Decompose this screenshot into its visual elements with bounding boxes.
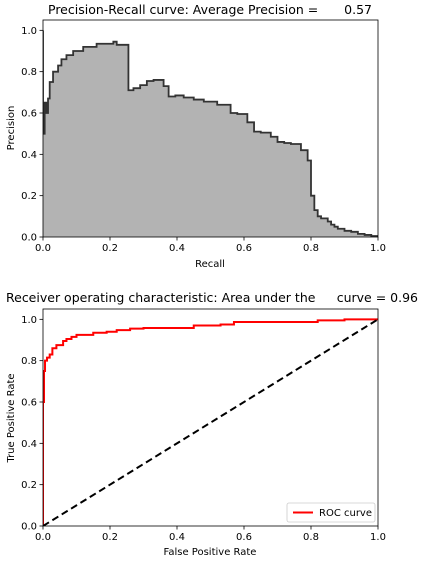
pr-xtick-label: 0.4 bbox=[169, 243, 185, 254]
pr-xtick-label: 1.0 bbox=[370, 243, 386, 254]
roc-ylabel: True Positive Rate bbox=[6, 373, 17, 463]
pr-xtick-label: 0.0 bbox=[35, 243, 51, 254]
pr-ytick-label: 0.0 bbox=[21, 233, 37, 244]
pr-ytick-label: 0.2 bbox=[21, 191, 37, 202]
roc-xtick-label: 0.6 bbox=[236, 532, 252, 543]
roc-xtick-label: 0.4 bbox=[169, 532, 185, 543]
pr-curve-line bbox=[43, 30, 378, 237]
roc-ytick-label: 1.0 bbox=[21, 315, 37, 326]
pr-xtick-label: 0.6 bbox=[236, 243, 252, 254]
roc-xtick-label: 0.0 bbox=[35, 532, 51, 543]
roc-xtick-label: 1.0 bbox=[370, 532, 386, 543]
roc-ytick-label: 0.6 bbox=[21, 398, 37, 409]
roc-title-left: Receiver operating characteristic: Area … bbox=[6, 290, 316, 305]
roc-xtick-label: 0.8 bbox=[303, 532, 319, 543]
roc-roc-line bbox=[43, 318, 378, 526]
pr-series-group bbox=[43, 30, 378, 237]
pr-area-fill bbox=[43, 30, 378, 237]
roc-diagonal-line bbox=[43, 318, 378, 526]
pr-title-left: Precision-Recall curve: Average Precisio… bbox=[48, 2, 318, 17]
roc-ytick-label: 0.8 bbox=[21, 356, 37, 367]
pr-xtick-label: 0.8 bbox=[303, 243, 319, 254]
roc-axes-frame bbox=[42, 308, 379, 527]
roc-ytick-label: 0.4 bbox=[21, 439, 37, 450]
pr-title-value: 0.57 bbox=[344, 2, 372, 17]
pr-curve-panel: Precision-Recall curve: Average Precisio… bbox=[6, 2, 386, 270]
pr-plot-area: 0.0 0.2 0.4 0.6 0.8 1.0 0.0 0.2 0.4 0.6 0.8 1.0 bbox=[21, 19, 386, 254]
roc-legend-box bbox=[286, 502, 376, 523]
pr-ytick-label: 1.0 bbox=[21, 26, 37, 37]
roc-ytick-label: 0.2 bbox=[21, 480, 37, 491]
pr-ytick-label: 0.6 bbox=[21, 109, 37, 120]
roc-xtick-label: 0.2 bbox=[102, 532, 118, 543]
pr-axes-frame bbox=[42, 19, 379, 238]
roc-legend: ROC curve bbox=[286, 502, 376, 523]
roc-legend-label: ROC curve bbox=[319, 508, 372, 519]
roc-series-group bbox=[43, 318, 378, 526]
roc-xlabel: False Positive Rate bbox=[164, 547, 257, 558]
pr-ytick-label: 0.4 bbox=[21, 150, 37, 161]
pr-xtick-label: 0.2 bbox=[102, 243, 118, 254]
roc-plot-area: 0.0 0.2 0.4 0.6 0.8 1.0 0.0 0.2 0.4 0.6 0.8 1.0 ROC … bbox=[21, 308, 386, 543]
roc-title-value: curve = 0.96 bbox=[337, 290, 418, 305]
roc-curve-panel: Receiver operating characteristic: Area … bbox=[6, 290, 418, 558]
pr-ytick-label: 0.8 bbox=[21, 67, 37, 78]
pr-ylabel: Precision bbox=[6, 106, 17, 151]
pr-xlabel: Recall bbox=[195, 259, 225, 270]
roc-ytick-label: 0.0 bbox=[21, 522, 37, 533]
